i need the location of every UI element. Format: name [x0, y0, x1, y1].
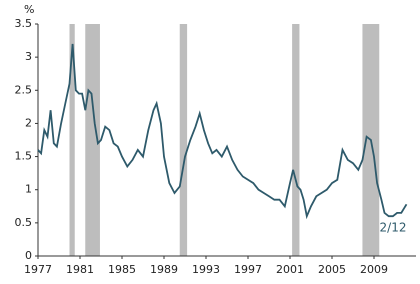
- y-tick-label: 3.5: [15, 17, 33, 30]
- x-tick-label: 1985: [108, 263, 136, 276]
- recession-band: [179, 24, 188, 256]
- recession-band: [69, 24, 75, 256]
- y-tick-label: 2.5: [15, 83, 33, 96]
- y-tick-label: 1.5: [15, 150, 33, 163]
- x-tick-label: 1997: [234, 263, 262, 276]
- x-tick-label: 1977: [24, 263, 52, 276]
- y-tick-label: 2: [25, 116, 32, 129]
- y-tick-label: 0.5: [15, 216, 33, 229]
- x-tick-label: 2005: [318, 263, 346, 276]
- x-tick-label: 2001: [276, 263, 304, 276]
- data-line: [37, 43, 408, 220]
- x-tick-label: 2009: [360, 263, 388, 276]
- recession-band: [85, 24, 100, 256]
- y-tick-label: 0: [25, 249, 32, 262]
- x-tick-label: 1981: [66, 263, 94, 276]
- y-tick-label: 3: [25, 50, 32, 63]
- y-tick-label: 1: [25, 183, 32, 196]
- unit-label: %: [24, 3, 34, 16]
- x-tick-label: 1989: [150, 263, 178, 276]
- recession-band: [292, 24, 300, 256]
- x-tick-label: 1993: [192, 263, 220, 276]
- annotation: 2/12: [380, 221, 407, 235]
